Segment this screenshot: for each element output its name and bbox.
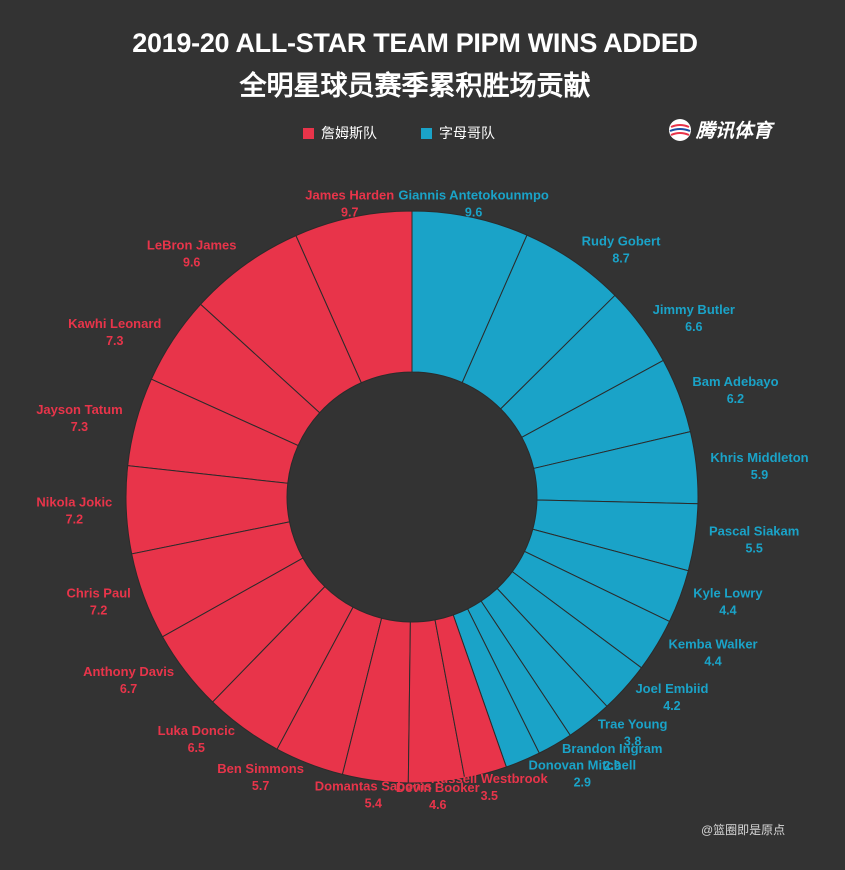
label-name-chris-paul: Chris Paul (66, 585, 130, 600)
label-value-luka-doncic: 6.5 (188, 741, 205, 755)
label-name-jayson-tatum: Jayson Tatum (36, 402, 122, 417)
legend-item-team-lebron[interactable]: 詹姆斯队 (303, 123, 377, 143)
label-name-anthony-davis: Anthony Davis (83, 664, 174, 679)
legend-label-team-giannis: 字母哥队 (439, 125, 495, 141)
label-value-lebron-james: 9.6 (183, 256, 200, 270)
slice-russell-westbrook[interactable] (434, 614, 507, 779)
logo-text: 腾讯体育 (696, 121, 773, 142)
legend-swatch-team-giannis (421, 127, 432, 139)
label-value-anthony-davis: 6.7 (120, 682, 137, 696)
label-name-joel-embiid: Joel Embiid (635, 681, 708, 696)
label-value-rudy-gobert: 8.7 (612, 252, 629, 266)
label-value-ben-simmons: 5.7 (252, 779, 269, 793)
label-value-nikola-jokic: 7.2 (66, 513, 83, 527)
label-value-kyle-lowry: 4.4 (719, 603, 736, 617)
label-name-luka-doncic: Luka Doncic (158, 723, 235, 738)
label-value-kemba-walker: 4.4 (704, 655, 721, 669)
label-name-rudy-gobert: Rudy Gobert (582, 234, 661, 249)
label-name-jimmy-butler: Jimmy Butler (653, 302, 735, 317)
label-name-ben-simmons: Ben Simmons (217, 761, 304, 776)
label-name-khris-middleton: Khris Middleton (710, 450, 808, 465)
slice-james-harden[interactable] (295, 210, 413, 384)
slice-kawhi-leonard[interactable] (150, 303, 321, 447)
label-value-jimmy-butler: 6.6 (685, 320, 702, 334)
label-value-joel-embiid: 4.2 (663, 699, 680, 713)
label-value-bam-adebayo: 6.2 (727, 392, 744, 406)
basketball-icon (669, 118, 691, 141)
label-name-bam-adebayo: Bam Adebayo (692, 374, 778, 389)
label-value-brandon-ingram: 2.9 (604, 759, 621, 773)
legend-item-team-giannis[interactable]: 字母哥队 (421, 123, 495, 143)
label-name-kawhi-leonard: Kawhi Leonard (68, 316, 161, 331)
slice-anthony-davis[interactable] (161, 557, 326, 703)
legend-label-team-lebron: 詹姆斯队 (321, 125, 377, 141)
label-value-domantas-sabonis: 5.4 (365, 796, 382, 810)
tencent-sports-logo: 腾讯体育 (668, 116, 772, 143)
label-name-pascal-siakam: Pascal Siakam (709, 524, 799, 539)
label-value-kawhi-leonard: 7.3 (106, 334, 123, 348)
credit-text: @篮圈即是原点 (701, 823, 786, 837)
label-value-chris-paul: 7.2 (90, 603, 107, 617)
legend: 詹姆斯队 字母哥队 (303, 123, 495, 143)
label-name-lebron-james: LeBron James (147, 238, 237, 253)
label-value-pascal-siakam: 5.5 (745, 542, 762, 556)
label-name-trae-young: Trae Young (598, 717, 668, 732)
slice-luka-doncic[interactable] (211, 585, 354, 750)
label-value-trae-young: 3.8 (624, 735, 641, 749)
label-name-kyle-lowry: Kyle Lowry (693, 585, 763, 600)
label-value-james-harden: 9.7 (341, 206, 358, 220)
label-name-nikola-jokic: Nikola Jokic (36, 495, 112, 510)
chart-title-english: 2019-20 ALL-STAR TEAM PIPM WINS ADDED (132, 28, 698, 58)
label-name-james-harden: James Harden (305, 188, 394, 203)
slice-ben-simmons[interactable] (276, 606, 383, 776)
label-name-kemba-walker: Kemba Walker (669, 637, 758, 652)
label-name-donovan-mitchell: Donovan Mitchell (528, 757, 636, 772)
label-value-devin-booker: 4.6 (429, 798, 446, 812)
label-name-devin-booker: Devin Booker (396, 780, 480, 795)
label-value-khris-middleton: 5.9 (751, 468, 768, 482)
label-value-jayson-tatum: 7.3 (71, 420, 88, 434)
slice-chris-paul[interactable] (131, 521, 304, 638)
slice-domantas-sabonis[interactable] (341, 617, 411, 784)
slice-jayson-tatum[interactable] (127, 378, 299, 484)
slice-nikola-jokic[interactable] (125, 465, 291, 555)
label-value-russell-westbrook: 3.5 (481, 789, 498, 803)
slice-devin-booker[interactable] (407, 619, 466, 784)
legend-swatch-team-lebron (303, 127, 314, 139)
label-name-brandon-ingram: Brandon Ingram (562, 741, 662, 756)
chart-title-chinese: 全明星球员赛季累积胜场贡献 (239, 71, 591, 101)
label-value-giannis-antetokounmpo: 9.6 (465, 205, 482, 219)
label-name-giannis-antetokounmpo: Giannis Antetokounmpo (398, 187, 549, 202)
label-name-russell-westbrook: Russell Westbrook (431, 771, 549, 786)
label-value-donovan-mitchell: 2.9 (574, 775, 591, 789)
label-name-domantas-sabonis: Domantas Sabonis (315, 778, 432, 793)
slice-lebron-james[interactable] (199, 234, 362, 414)
